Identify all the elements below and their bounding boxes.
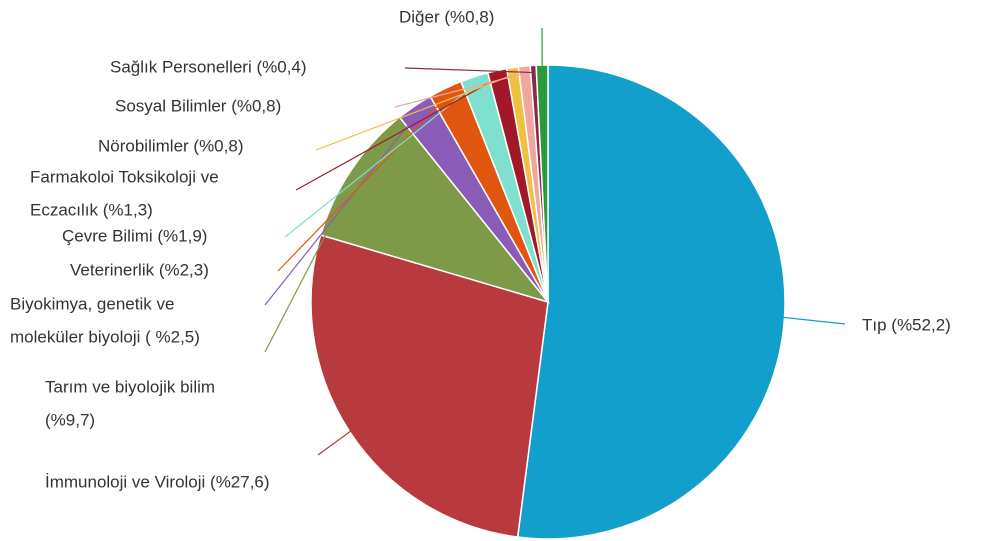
leader-line: [277, 94, 449, 272]
leader-line: [394, 72, 526, 108]
data-label: Çevre Bilimi (%1,9): [62, 226, 207, 245]
leader-line: [777, 316, 846, 325]
data-label: Eczacılık (%1,3): [30, 200, 153, 219]
data-label: moleküler biyoloji ( %2,5): [10, 327, 200, 346]
data-label: Diğer (%0,8): [399, 7, 494, 26]
leader-line: [404, 67, 534, 74]
data-label: Biyokimya, genetik ve: [10, 294, 174, 313]
data-label: Sağlık Personelleri (%0,4): [110, 57, 307, 76]
leader-line: [317, 427, 356, 456]
data-label: İmmunoloji ve Viroloji (%27,6): [45, 472, 270, 491]
data-label: Veterinerlik (%2,3): [70, 260, 209, 279]
data-label: Tarım ve biyolojik bilim: [45, 377, 215, 396]
leader-line: [264, 173, 358, 353]
data-label: Sosyal Bilimler (%0,8): [115, 96, 281, 115]
pie-slice: [516, 64, 786, 540]
data-label: Nörobilimler (%0,8): [98, 136, 243, 155]
data-label: Farmakoloi Toksikoloji ve: [30, 167, 219, 186]
leader-line: [315, 74, 514, 151]
leader-line: [264, 111, 419, 306]
leader-line: [284, 83, 477, 238]
data-label: (%9,7): [45, 410, 95, 429]
leader-line: [295, 76, 499, 191]
data-label: Tıp (%52,2): [862, 315, 951, 334]
